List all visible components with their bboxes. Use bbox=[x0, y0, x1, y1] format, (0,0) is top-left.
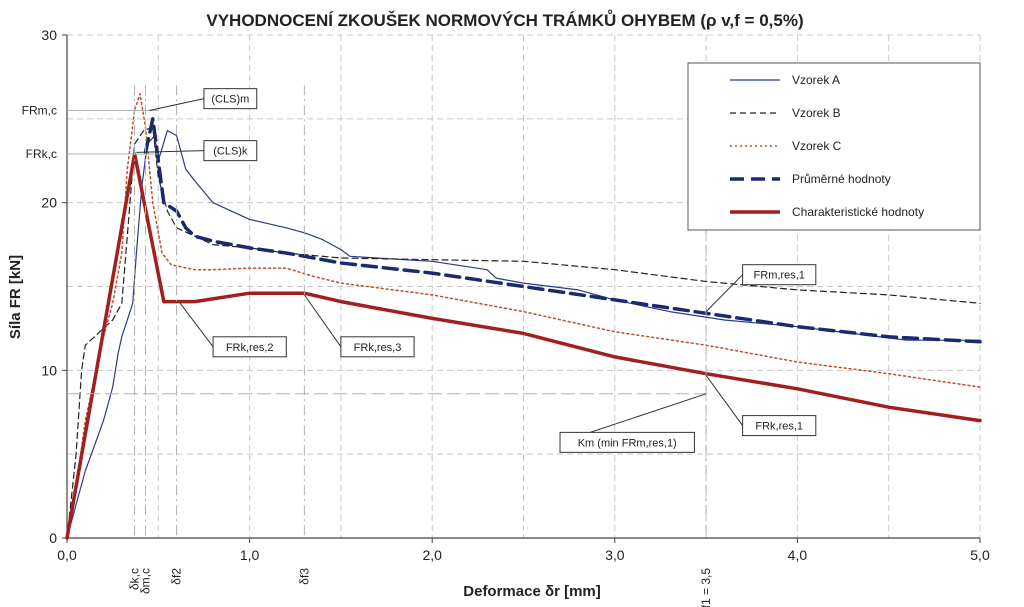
callout-label: (CLS)m bbox=[211, 94, 249, 106]
y-tick-label: 10 bbox=[41, 362, 57, 378]
callout-box bbox=[742, 264, 817, 286]
x-tick-label: 0,0 bbox=[57, 547, 77, 563]
callout-label: FRk,res,1 bbox=[755, 421, 803, 433]
y-tick-label: 20 bbox=[41, 195, 57, 211]
callout-box bbox=[212, 336, 287, 358]
x-mark-label: δk,c bbox=[128, 568, 142, 590]
callout-label: FRm,res,1 bbox=[754, 270, 805, 282]
callout-label: (CLS)k bbox=[213, 146, 248, 158]
callout-box bbox=[559, 431, 695, 453]
y-axis-label: Síla FR [kN] bbox=[7, 255, 24, 339]
x-mark-label: δf3 bbox=[297, 568, 311, 585]
callout-box bbox=[742, 415, 817, 437]
legend-label: Vzorek C bbox=[792, 139, 842, 153]
legend-label: Vzorek A bbox=[792, 73, 840, 87]
x-mark-label: δf1 = 3,5 bbox=[699, 568, 713, 607]
series-line-2 bbox=[66, 126, 981, 539]
x-axis-label: Deformace δr [mm] bbox=[463, 583, 600, 600]
callout-box bbox=[203, 140, 258, 162]
series-layer bbox=[65, 92, 982, 540]
series-line-4 bbox=[143, 117, 982, 344]
callout-leader bbox=[136, 150, 204, 153]
callout-leader bbox=[705, 274, 743, 313]
legend-label: Vzorek B bbox=[792, 106, 841, 120]
callout-label: Km (min FRm,res,1) bbox=[578, 437, 677, 449]
legend-label: Průměrné hodnoty bbox=[792, 172, 891, 186]
x-mark-label: δf2 bbox=[170, 568, 184, 585]
y-tick-label: 0 bbox=[49, 530, 57, 546]
axes: 0,0 1,0 2,0 3,0 4,0 5,0 0 10 20 30 bbox=[41, 27, 990, 563]
callout-leader bbox=[705, 375, 744, 426]
y-mark-label: FRm,c bbox=[22, 103, 57, 117]
series-line-3 bbox=[66, 92, 981, 539]
x-tick-label: 2,0 bbox=[422, 547, 442, 563]
callout-leader bbox=[179, 302, 214, 348]
x-tick-label: 1,0 bbox=[240, 547, 260, 563]
x-tick-label: 5,0 bbox=[970, 547, 990, 563]
legend: Vzorek A Vzorek B Vzorek C Průměrné hodnoty… bbox=[687, 62, 981, 231]
callout-box bbox=[203, 88, 258, 110]
callout-box bbox=[340, 336, 415, 358]
callout-label: FRk,res,3 bbox=[354, 342, 402, 354]
y-tick-label: 30 bbox=[41, 27, 57, 43]
callout-leader bbox=[303, 294, 342, 348]
callout-label: FRk,res,2 bbox=[226, 342, 274, 354]
legend-label: Charakteristické hodnoty bbox=[792, 205, 924, 219]
chart-title: VYHODNOCENÍ ZKOUŠEK NORMOVÝCH TRÁMKŮ OHY… bbox=[206, 10, 803, 30]
x-tick-label: 3,0 bbox=[605, 547, 625, 563]
series-line-1 bbox=[66, 130, 981, 539]
callout-leader bbox=[149, 98, 205, 111]
x-tick-label: 4,0 bbox=[788, 547, 808, 563]
series-line-5 bbox=[65, 152, 982, 540]
callouts: (CLS)m (CLS)k FRk,res,2 FRk,res,3 FRm,res,1 F… bbox=[136, 88, 817, 453]
y-mark-label: FRk,c bbox=[26, 147, 57, 161]
x-mark-label: δm,c bbox=[139, 568, 153, 594]
